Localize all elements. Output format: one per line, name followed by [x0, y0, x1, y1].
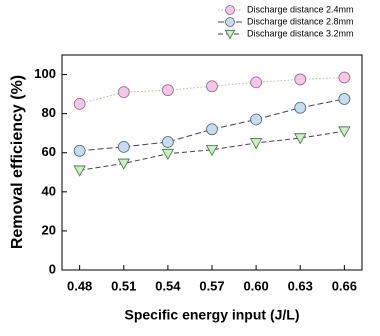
x-tick-label: 0.54 [155, 278, 181, 293]
legend-marker [225, 5, 235, 15]
x-tick-label: 0.63 [288, 278, 313, 293]
y-tick-label: 0 [49, 261, 56, 276]
legend-label: Discharge distance 2.8mm [247, 16, 354, 26]
x-tick-label: 0.66 [332, 278, 357, 293]
marker [249, 138, 263, 150]
y-tick-label: 20 [42, 222, 56, 237]
marker [294, 133, 307, 145]
marker [205, 144, 219, 157]
x-tick-label: 0.51 [111, 278, 136, 293]
marker [161, 84, 174, 97]
marker [117, 158, 130, 170]
x-tick-label: 0.60 [243, 278, 268, 293]
legend-marker [225, 17, 235, 27]
y-tick-label: 100 [34, 66, 56, 81]
marker [117, 140, 130, 153]
y-tick-label: 60 [42, 144, 56, 159]
x-tick-label: 0.48 [67, 278, 92, 293]
y-tick-label: 80 [42, 105, 56, 120]
x-axis-label: Specific energy input (J/L) [124, 307, 299, 323]
marker [73, 165, 86, 177]
marker [73, 144, 86, 157]
marker [338, 93, 351, 105]
marker [206, 123, 218, 136]
marker [161, 136, 174, 148]
x-tick-label: 0.57 [199, 278, 224, 293]
marker [294, 101, 307, 114]
marker [206, 80, 218, 93]
legend-label: Discharge distance 2.4mm [247, 4, 354, 14]
marker [338, 126, 351, 138]
legend-label: Discharge distance 3.2mm [247, 28, 354, 38]
marker [250, 113, 263, 126]
y-axis-label: Removal efficiency (%) [9, 75, 26, 249]
marker [73, 97, 86, 110]
marker [161, 148, 175, 161]
y-tick-label: 40 [42, 183, 56, 198]
marker [250, 76, 263, 89]
legend-marker [224, 30, 236, 40]
marker [294, 73, 307, 86]
marker [338, 71, 351, 84]
marker [117, 86, 130, 99]
